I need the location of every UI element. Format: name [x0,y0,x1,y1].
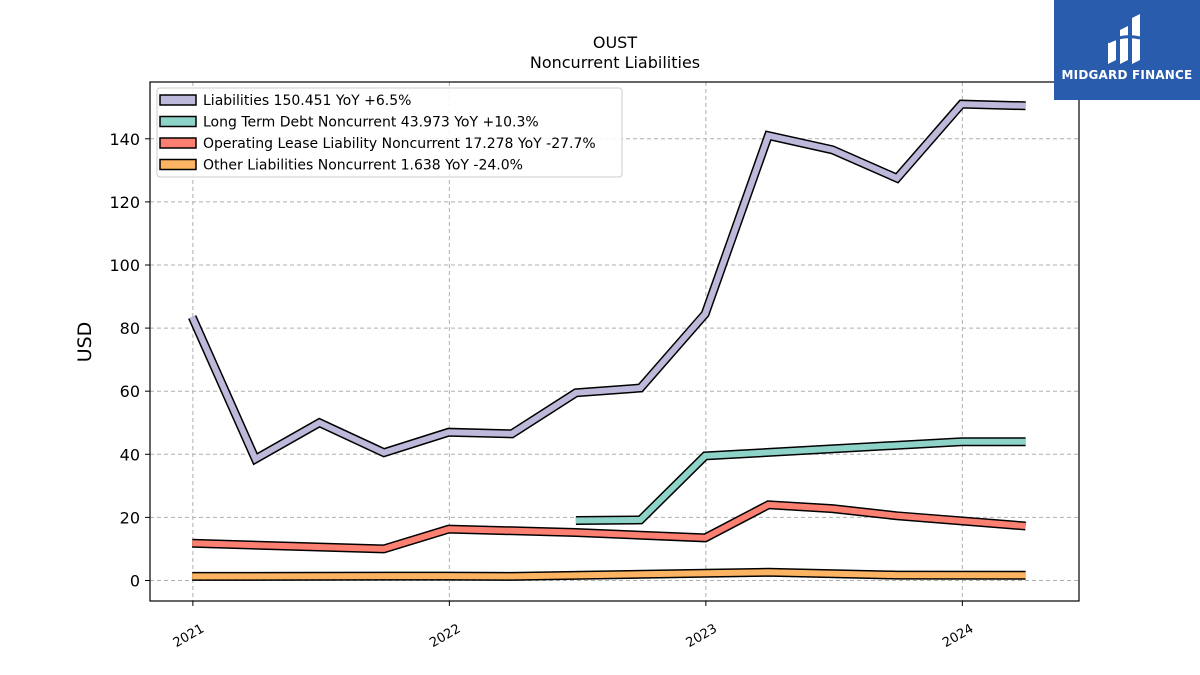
legend-box [156,87,623,178]
series-line-outline [192,500,1026,554]
legend-swatch [159,94,197,106]
legend-item: Operating Lease Liability Noncurrent 17.… [159,136,596,152]
y-tick-label: 20 [120,508,140,527]
plot-frame [149,81,1080,602]
legend-item: Liabilities 150.451 YoY +6.5% [159,93,411,109]
series-line [575,438,1026,524]
legend-swatch [159,158,197,171]
series-line [192,501,1026,552]
brand-name: MIDGARD FINANCE [1061,68,1193,82]
series-3 [192,567,1026,581]
series-layer [188,99,1026,581]
legend-item: Other Liabilities Noncurrent 1.638 YoY -… [159,158,523,174]
series-2 [192,500,1026,554]
y-tick-label: 60 [120,382,140,401]
y-tick-label: 80 [120,319,140,338]
x-tick-label: 2023 [684,621,720,651]
y-tick-label: 40 [120,445,140,464]
y-tick-label: 120 [109,193,140,212]
series-line [192,569,1026,580]
legend-label: Operating Lease Liability Noncurrent 17.… [203,136,596,152]
legend-label: Liabilities 150.451 YoY +6.5% [203,93,411,109]
x-tick-label: 2022 [427,621,463,651]
legend-swatch [159,137,197,149]
chart-title: OUST [593,33,637,52]
legend-swatch [159,115,197,128]
brand-badge: MIDGARD FINANCE [1054,0,1200,100]
x-tick-label: 2024 [940,621,976,651]
legend: Liabilities 150.451 YoY +6.5% Long Term D… [156,87,623,178]
legend-item: Long Term Debt Noncurrent 43.973 YoY +10… [159,115,539,131]
legend-label: Other Liabilities Noncurrent 1.638 YoY -… [203,158,523,174]
y-axis-label: USD [74,322,96,363]
series-line [189,101,1026,464]
series-1 [575,437,1026,525]
series-0 [188,99,1026,466]
y-tick-label: 140 [109,130,140,149]
x-tick-label: 2021 [171,621,207,651]
y-tick-label: 100 [109,256,140,275]
midgard-logo-icon [1107,14,1141,64]
y-tick-label: 0 [130,571,140,590]
legend-label: Long Term Debt Noncurrent 43.973 YoY +10… [203,115,539,131]
chart-subtitle: Noncurrent Liabilities [530,53,700,72]
